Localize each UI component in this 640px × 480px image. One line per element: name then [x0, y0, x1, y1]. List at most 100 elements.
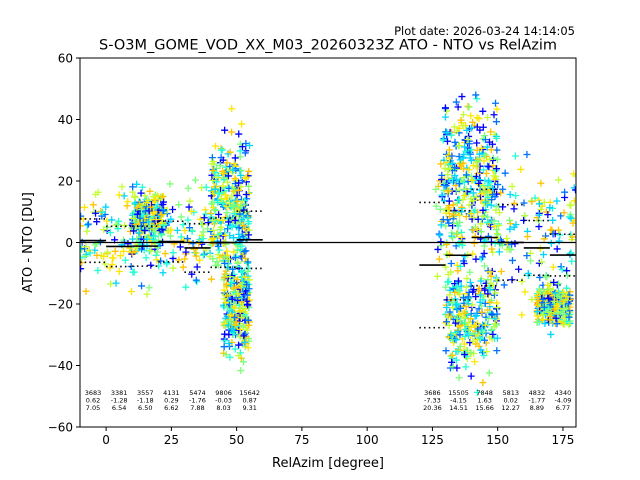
data-point [540, 251, 548, 259]
chart-title: S-O3M_GOME_VOD_XX_M03_20260323Z ATO - NT… [99, 38, 557, 54]
data-point [443, 216, 451, 224]
data-point [81, 252, 89, 260]
data-point [496, 209, 504, 217]
data-point [540, 235, 548, 243]
data-point [438, 171, 446, 179]
x-tick-label: 125 [421, 433, 444, 447]
data-point [473, 123, 481, 131]
data-point [460, 294, 468, 302]
data-point [213, 164, 221, 172]
data-point [461, 192, 469, 200]
data-point [462, 147, 470, 155]
data-point [222, 299, 230, 307]
bin-annotation: -1.76 [189, 397, 206, 405]
data-point [442, 263, 450, 271]
data-point [493, 276, 501, 284]
data-point [455, 374, 463, 382]
data-point [443, 129, 451, 137]
data-point [219, 200, 227, 208]
data-point [449, 299, 457, 307]
data-point [478, 144, 486, 152]
data-point [446, 308, 454, 316]
data-point [102, 203, 110, 211]
data-point [151, 228, 159, 236]
data-point [436, 231, 444, 239]
data-point [462, 185, 470, 193]
data-point [452, 356, 460, 364]
data-point [549, 216, 557, 224]
data-point [489, 184, 497, 192]
data-point [120, 247, 128, 255]
data-point [451, 288, 459, 296]
data-point [552, 289, 560, 297]
data-point [483, 152, 491, 160]
x-tick-label: 50 [229, 433, 244, 447]
data-point [512, 192, 520, 200]
data-point [151, 217, 159, 225]
data-point [114, 225, 122, 233]
data-point [210, 226, 218, 234]
data-point [142, 254, 150, 262]
data-point [439, 136, 447, 144]
data-point [482, 198, 490, 206]
data-point [492, 206, 500, 214]
data-point [500, 281, 508, 289]
data-point [539, 296, 547, 304]
data-point [145, 284, 153, 292]
y-tick-label: −40 [48, 359, 73, 373]
data-point [97, 207, 105, 215]
data-point [456, 342, 464, 350]
data-point [185, 203, 193, 211]
data-point [124, 197, 132, 205]
bin-annotation: -7.33 [424, 397, 441, 405]
x-tick-label: 100 [356, 433, 379, 447]
data-point [137, 189, 145, 197]
data-point [241, 254, 249, 262]
data-point [120, 192, 128, 200]
data-point [561, 188, 569, 196]
data-point [443, 137, 451, 145]
data-point [231, 254, 239, 262]
data-point [434, 245, 442, 253]
data-point [481, 151, 489, 159]
data-point [450, 123, 458, 131]
data-point [244, 344, 252, 352]
scatter-points [80, 91, 576, 396]
data-point [241, 149, 249, 157]
data-point [451, 164, 459, 172]
data-point [538, 258, 546, 266]
data-point [472, 255, 480, 263]
data-point [245, 231, 253, 239]
data-point [442, 158, 450, 166]
data-point [80, 265, 85, 273]
data-point [453, 364, 461, 372]
plot-date: Plot date: 2026-03-24 14:14:05 [394, 24, 575, 38]
data-point [489, 157, 497, 165]
data-point [476, 334, 484, 342]
data-point [226, 148, 234, 156]
data-point [231, 313, 239, 321]
data-point [464, 319, 472, 327]
data-point [452, 98, 460, 106]
data-point [524, 269, 532, 277]
bin-annotation: 6.54 [112, 404, 126, 412]
data-point [474, 325, 482, 333]
bin-annotation: 4832 [529, 389, 546, 397]
y-tick-label: 60 [58, 52, 73, 66]
data-point [237, 203, 245, 211]
data-point [115, 191, 123, 199]
data-point [225, 218, 233, 226]
data-point [457, 163, 465, 171]
data-point [493, 165, 501, 173]
data-point [221, 259, 229, 267]
data-point [437, 221, 445, 229]
data-point [546, 280, 554, 288]
data-point [480, 249, 488, 257]
data-point [462, 283, 470, 291]
data-point [497, 189, 505, 197]
data-point [464, 172, 472, 180]
data-point [467, 157, 475, 165]
data-point [468, 176, 476, 184]
data-point [456, 331, 464, 339]
data-point [147, 261, 155, 269]
